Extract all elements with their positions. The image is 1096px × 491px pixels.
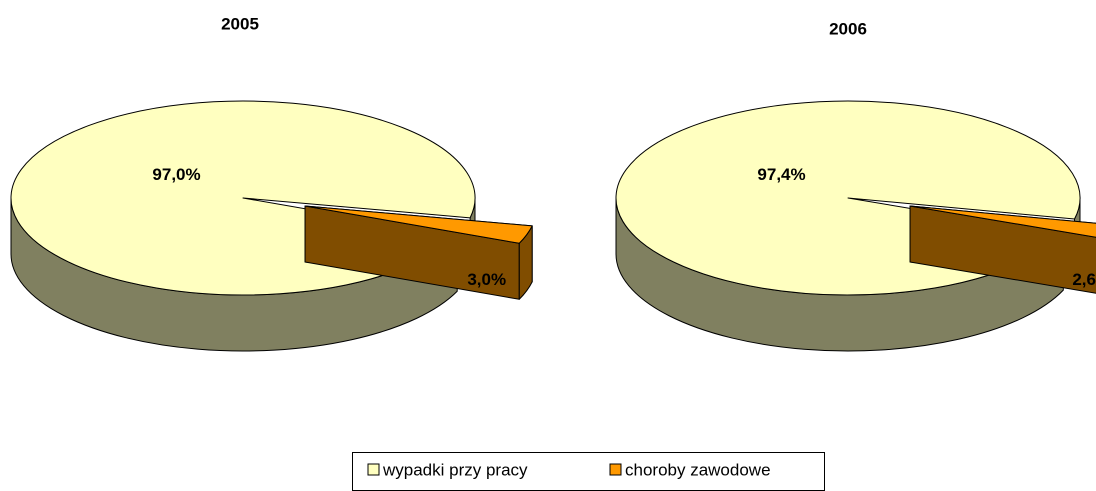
slice-top [909,205,1096,238]
slice [304,205,533,300]
data-label: 97,4% [757,165,805,184]
legend-swatch [609,463,622,476]
data-label: 3,0% [467,270,506,289]
legend-swatch [367,463,380,476]
data-label: 2,6% [1072,270,1096,289]
data-label: 97,0% [152,165,200,184]
chart-title: 2005 [221,14,259,33]
legend-label: choroby zawodowe [625,460,771,479]
slice-top [304,205,533,244]
slice [909,205,1096,294]
chart-title: 2006 [829,19,867,38]
legend-label: wypadki przy pracy [382,460,528,479]
legend: wypadki przy pracy choroby zawodowe [367,460,771,479]
legend-box [352,452,825,491]
